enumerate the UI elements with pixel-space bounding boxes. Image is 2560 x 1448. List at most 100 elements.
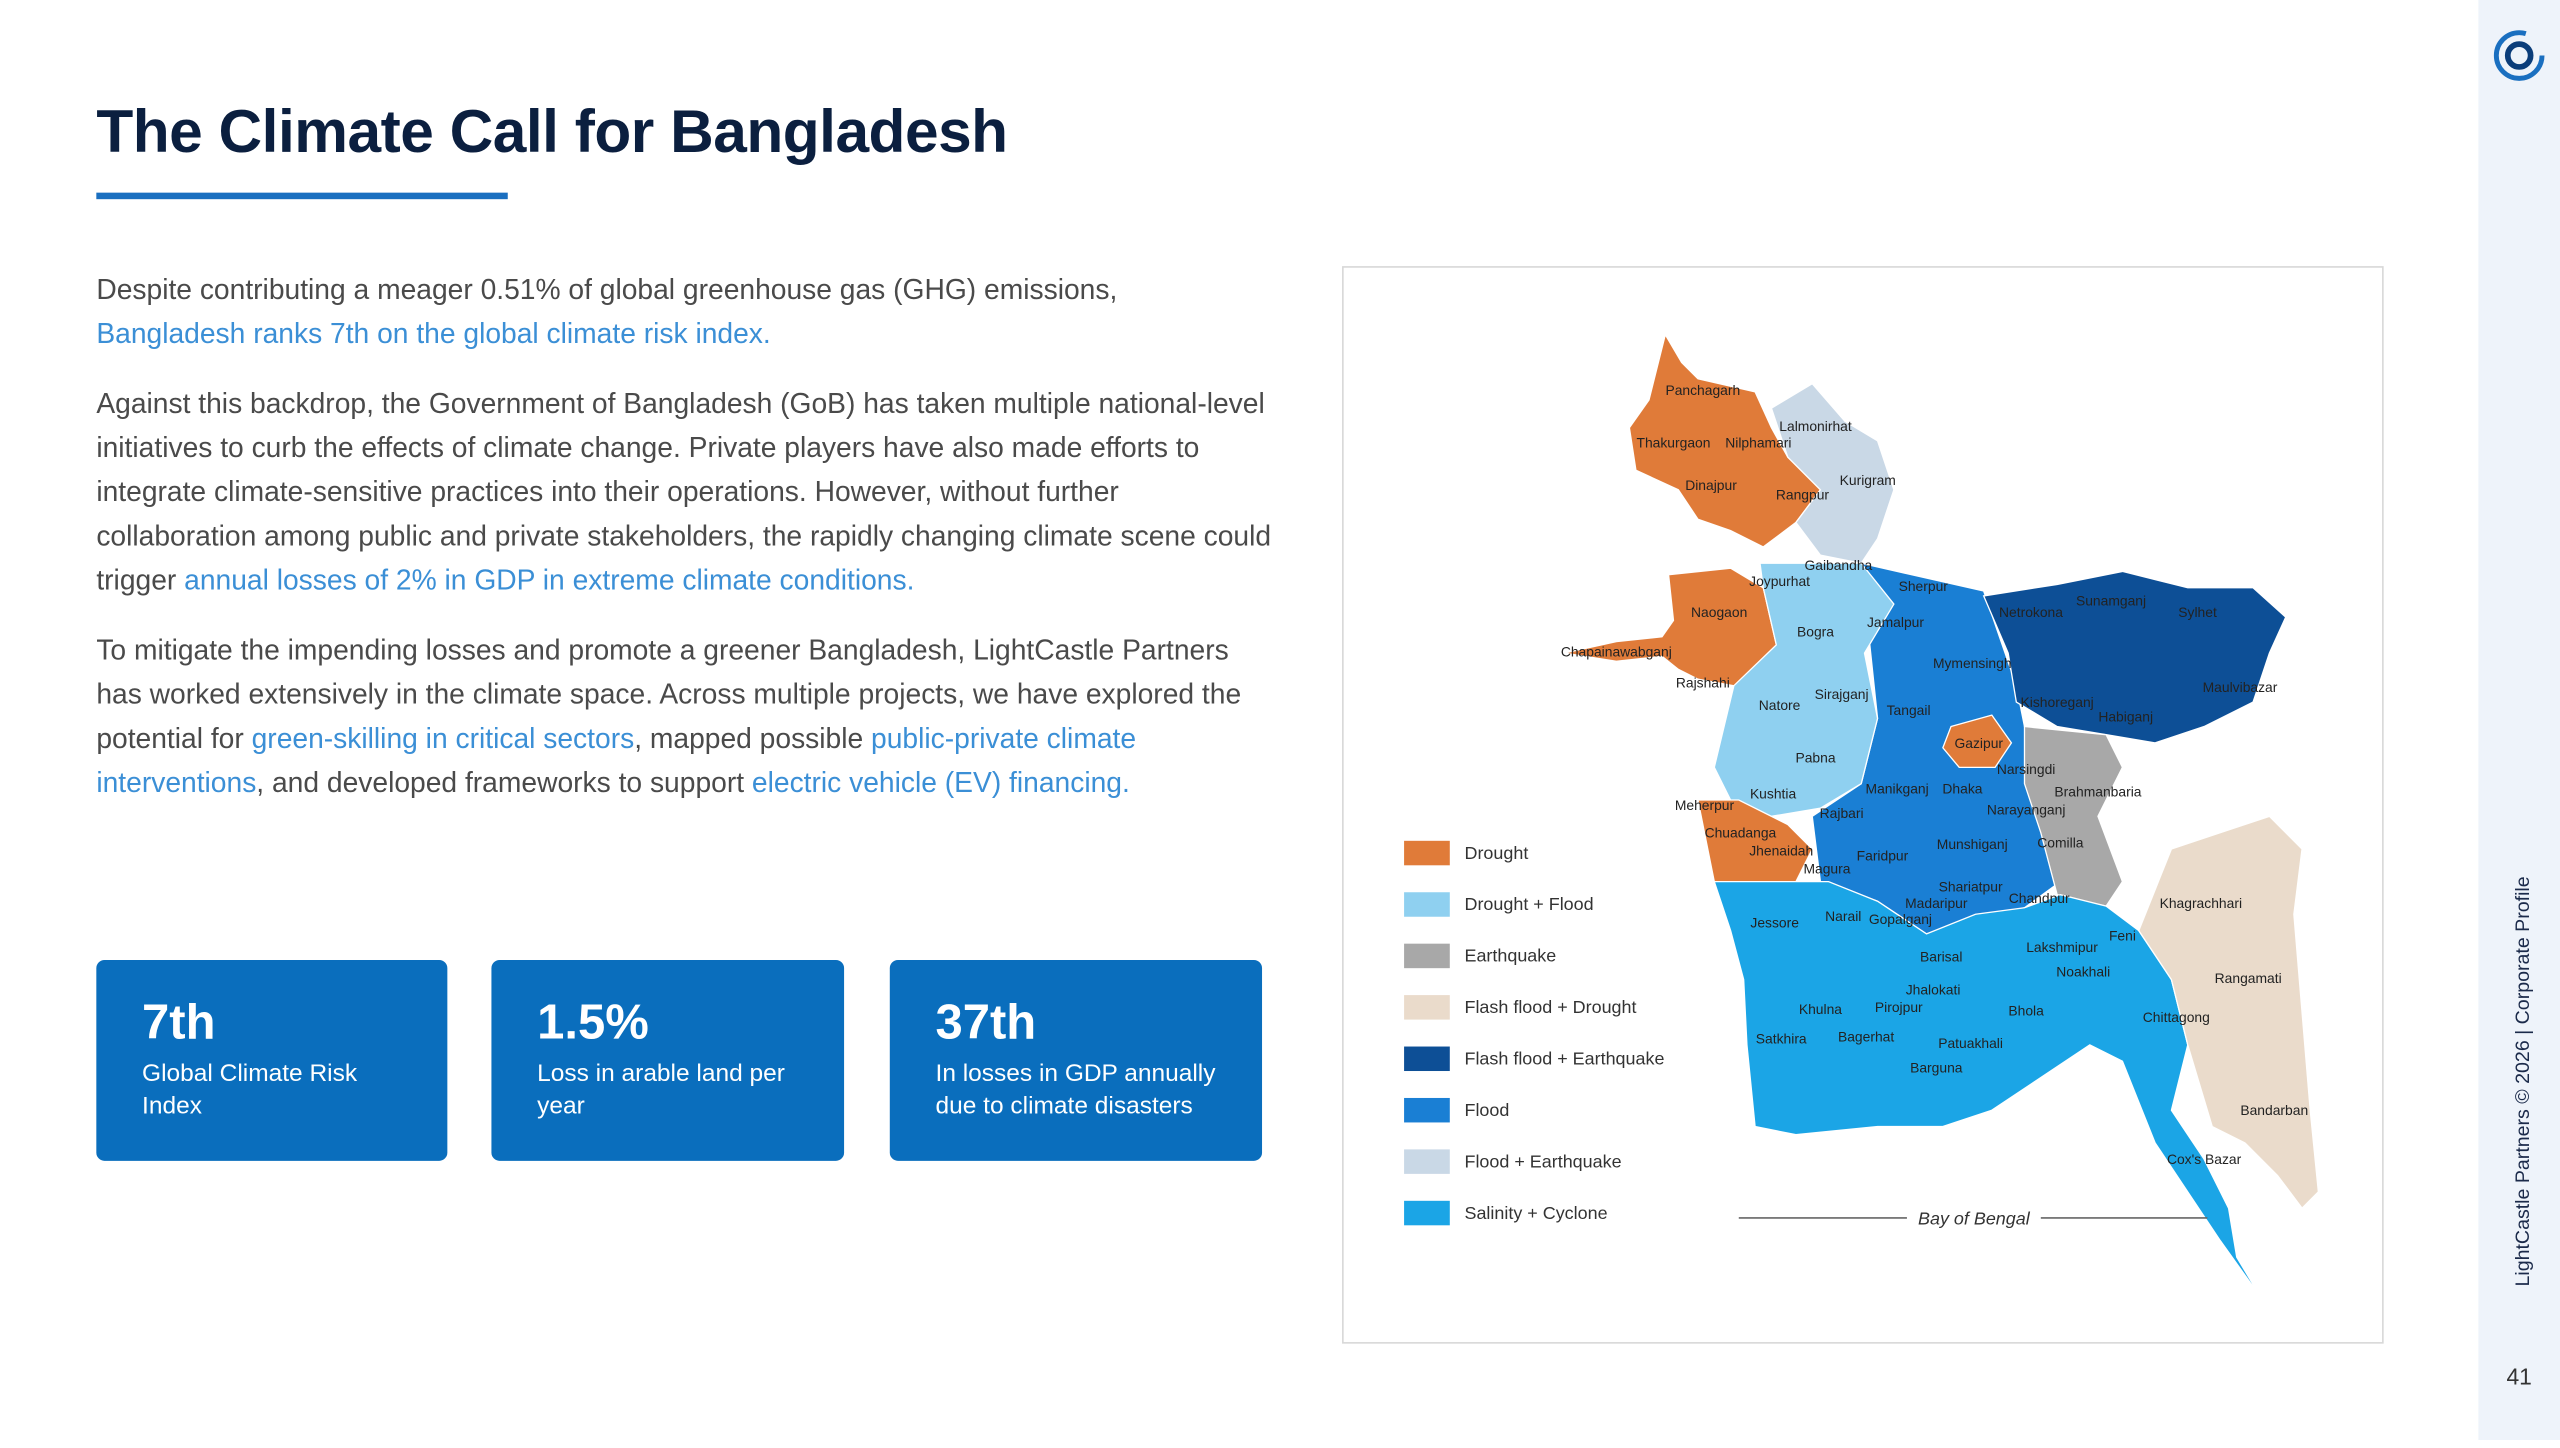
district-label: Lakshmipur bbox=[2026, 939, 2098, 955]
district-label: Pirojpur bbox=[1875, 999, 1923, 1015]
link[interactable]: electric vehicle (EV) financing. bbox=[751, 765, 1130, 799]
district-label: Jamalpur bbox=[1867, 614, 1924, 630]
stat-label: Global Climate Risk Index bbox=[142, 1059, 358, 1120]
stat-card: 1.5% Loss in arable land per year bbox=[491, 959, 845, 1161]
legend-swatch bbox=[1404, 1149, 1450, 1174]
district-label: Chapainawabganj bbox=[1561, 643, 1672, 659]
district-label: Noakhali bbox=[2056, 963, 2110, 979]
legend-label: Earthquake bbox=[1464, 946, 1556, 966]
stat-value: 37th bbox=[935, 995, 1037, 1050]
logo-core bbox=[2504, 41, 2534, 70]
district-label: Gopalganj bbox=[1869, 911, 1932, 927]
legend-swatch bbox=[1404, 1200, 1450, 1226]
district-label: Lalmonirhat bbox=[1779, 418, 1852, 434]
district-label: Munshiganj bbox=[1937, 836, 2008, 852]
district-label: Jessore bbox=[1750, 914, 1799, 930]
district-label: Panchagarh bbox=[1665, 382, 1740, 398]
district-label: Mymensingh bbox=[1933, 655, 2012, 671]
link[interactable]: public-private climate interventions bbox=[96, 721, 1137, 799]
legend-swatch bbox=[1404, 840, 1450, 866]
district-label: Sunamganj bbox=[2076, 593, 2146, 609]
sidebar-graphics: LightCastle Partners © 2026 | Corporate … bbox=[2493, 30, 2545, 1389]
district-label: Madaripur bbox=[1905, 895, 1968, 911]
district-label: Khagrachhari bbox=[2160, 895, 2242, 911]
district-label: Narayanganj bbox=[1987, 802, 2066, 818]
district-label: Magura bbox=[1803, 860, 1850, 876]
district-label: Tangail bbox=[1887, 702, 1931, 718]
region bbox=[1713, 880, 2262, 1299]
legend-label: Drought + Flood bbox=[1464, 894, 1593, 914]
title-underline bbox=[96, 192, 508, 200]
stat-value: 1.5% bbox=[537, 995, 649, 1050]
map: Bay of Bengal Drought Drought + Flood Eart… bbox=[1404, 332, 2320, 1299]
district-label: Shariatpur bbox=[1939, 878, 2003, 894]
page-number: 41 bbox=[2506, 1363, 2531, 1389]
district-label: Narail bbox=[1825, 908, 1861, 924]
district-label: Nilphamari bbox=[1725, 434, 1791, 450]
district-label: Chuadanga bbox=[1705, 825, 1777, 841]
district-label: Barisal bbox=[1920, 949, 1962, 965]
text: , and developed frameworks to support bbox=[256, 765, 752, 799]
text: To mitigate the impending losses and pro… bbox=[96, 633, 1242, 755]
footer-text: LightCastle Partners © 2026 | Corporate … bbox=[2512, 876, 2534, 1286]
district-label: Comilla bbox=[2037, 834, 2083, 850]
sea-label: Bay of Bengal bbox=[1918, 1208, 2031, 1228]
legend-swatch bbox=[1404, 1097, 1450, 1123]
district-label: Bagerhat bbox=[1838, 1029, 1894, 1045]
district-label: Habiganj bbox=[2098, 709, 2153, 725]
region bbox=[1982, 570, 2287, 744]
district-label: Khulna bbox=[1799, 1001, 1842, 1017]
stat-label: Loss in arable land per year bbox=[537, 1059, 785, 1120]
legend-swatch bbox=[1404, 892, 1450, 917]
region bbox=[2023, 725, 2124, 907]
district-label: Naogaon bbox=[1691, 604, 1747, 620]
text: Against this backdrop, the Government of… bbox=[96, 386, 1272, 596]
district-label: Bandarban bbox=[2240, 1102, 2308, 1118]
district-label: Satkhira bbox=[1756, 1030, 1807, 1046]
district-label: Manikganj bbox=[1866, 780, 1929, 796]
district-label: Kishoreganj bbox=[2021, 694, 2094, 710]
legend-swatch bbox=[1404, 943, 1450, 969]
link[interactable]: green-skilling in critical sectors bbox=[251, 721, 635, 755]
district-label: Sirajganj bbox=[1815, 686, 1869, 702]
district-label: Sherpur bbox=[1899, 578, 1949, 594]
logo-ring bbox=[2493, 30, 2545, 81]
legend-label: Flash flood + Earthquake bbox=[1464, 1048, 1664, 1068]
paragraph: Despite contributing a meager 0.51% of g… bbox=[96, 268, 1272, 356]
district-label: Kurigram bbox=[1840, 472, 1896, 488]
district-label: Dhaka bbox=[1942, 780, 1982, 796]
district-label: Faridpur bbox=[1857, 847, 1909, 863]
region bbox=[1628, 332, 1822, 548]
legend-swatch bbox=[1404, 1046, 1450, 1072]
text: Despite contributing a meager 0.51% of g… bbox=[96, 272, 1118, 306]
district-label: Chandpur bbox=[2009, 890, 2070, 906]
legend-label: Flash flood + Drought bbox=[1464, 997, 1636, 1017]
district-label: Brahmanbaria bbox=[2054, 784, 2141, 800]
stat-label: In losses in GDP annually due to climate… bbox=[935, 1059, 1216, 1120]
district-label: Gaibandha bbox=[1804, 557, 1872, 573]
stat-value: 7th bbox=[142, 995, 216, 1050]
body-text: Despite contributing a meager 0.51% of g… bbox=[96, 268, 1272, 831]
district-label: Kushtia bbox=[1750, 785, 1797, 801]
stat-card: 7th Global Climate Risk Index bbox=[96, 959, 448, 1161]
district-label: Rangpur bbox=[1776, 487, 1830, 503]
paragraph: To mitigate the impending losses and pro… bbox=[96, 629, 1272, 805]
district-label: Chittagong bbox=[2143, 1009, 2210, 1025]
legend-label: Flood + Earthquake bbox=[1464, 1151, 1621, 1171]
district-label: Pabna bbox=[1795, 749, 1835, 765]
region bbox=[1713, 562, 1895, 818]
district-label: Gazipur bbox=[1955, 735, 2004, 751]
region bbox=[1942, 714, 2013, 768]
district-label: Feni bbox=[2109, 927, 2136, 943]
sidebar: LightCastle Partners © 2026 | Corporate … bbox=[2478, 0, 2560, 1440]
highlight: Bangladesh ranks 7th on the global clima… bbox=[96, 316, 771, 350]
district-label: Rajbari bbox=[1820, 805, 1864, 821]
stat-card: 37th In losses in GDP annually due to cli… bbox=[889, 959, 1263, 1161]
region bbox=[1770, 382, 1895, 564]
district-label: Bhola bbox=[2008, 1003, 2044, 1019]
text: , mapped possible bbox=[634, 721, 872, 755]
district-label: Barguna bbox=[1910, 1060, 1963, 1076]
district-label: Jhenaidah bbox=[1749, 843, 1813, 859]
